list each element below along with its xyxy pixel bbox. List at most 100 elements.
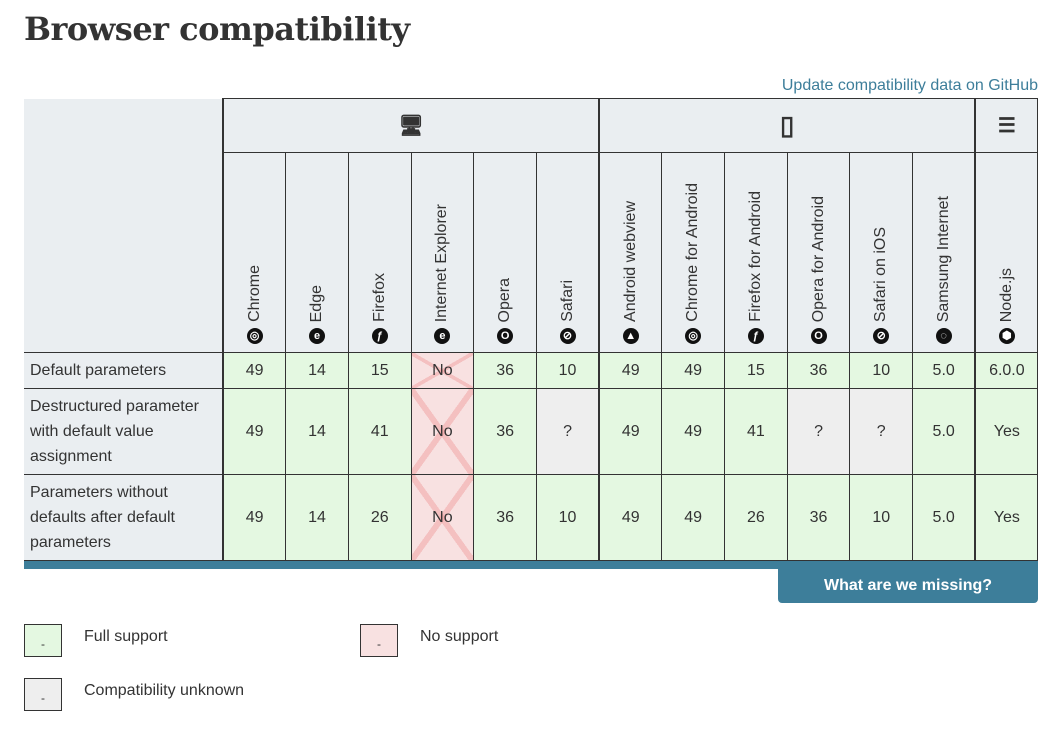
feature-name: Default parameters bbox=[24, 352, 224, 389]
support-cell[interactable]: 26 bbox=[724, 474, 788, 561]
browser-name: Edge bbox=[308, 284, 326, 322]
browser-header: ◎ Chrome for Android bbox=[661, 152, 726, 353]
browser-header: ▲ Android webview bbox=[598, 152, 663, 353]
support-cell[interactable]: 10 bbox=[535, 474, 600, 561]
support-cell[interactable]: 15 bbox=[347, 352, 412, 389]
table-row: Default parameters 49 14 15 No 36 10 49 49 15 36 10… bbox=[24, 352, 1039, 389]
browser-header-content: ◎ Chrome bbox=[225, 265, 285, 351]
server-icon: ☰ bbox=[997, 115, 1016, 137]
platform-header: 🖥 bbox=[221, 98, 600, 153]
browser-header-content: ◌ Samsung Internet bbox=[914, 196, 975, 352]
support-cell[interactable]: No bbox=[410, 352, 475, 389]
support-cell[interactable]: ? bbox=[535, 388, 600, 475]
browser-header-content: ⊘ Safari on iOS bbox=[851, 226, 912, 352]
browser-header-content: ◎ Chrome for Android bbox=[663, 183, 724, 351]
chrome-icon: ◎ bbox=[246, 328, 263, 344]
support-cell[interactable]: 14 bbox=[285, 388, 349, 475]
browser-name: Safari on iOS bbox=[872, 226, 890, 322]
support-cell[interactable]: Yes bbox=[974, 388, 1039, 475]
browser-name: Opera bbox=[496, 277, 514, 322]
samsung-icon: ◌ bbox=[935, 328, 952, 344]
browser-name: Safari bbox=[558, 280, 576, 322]
browser-name: Node.js bbox=[997, 267, 1015, 322]
support-cell[interactable]: 36 bbox=[786, 352, 851, 389]
support-cell[interactable]: 26 bbox=[347, 474, 412, 561]
support-cell[interactable]: 49 bbox=[598, 352, 663, 389]
ie-icon: e bbox=[434, 328, 451, 344]
github-link[interactable]: Update compatibility data on GitHub bbox=[781, 77, 1038, 94]
platform-header: ▯ bbox=[598, 98, 976, 153]
browser-name: Firefox bbox=[370, 273, 388, 322]
browser-header: ◌ Samsung Internet bbox=[912, 152, 976, 353]
support-cell[interactable]: 5.0 bbox=[912, 474, 976, 561]
platform-row: 🖥 ▯ ☰ bbox=[24, 98, 1039, 353]
corner-cell bbox=[24, 98, 224, 353]
support-cell[interactable]: 49 bbox=[661, 352, 726, 389]
browser-header: ⊘ Safari on iOS bbox=[849, 152, 914, 353]
support-cell[interactable]: 41 bbox=[724, 388, 788, 475]
support-cell[interactable]: 10 bbox=[535, 352, 600, 389]
legend-swatch-full: - bbox=[24, 624, 62, 657]
support-cell[interactable]: 49 bbox=[661, 474, 726, 561]
support-cell[interactable]: 49 bbox=[222, 352, 287, 389]
browser-header-content: e Internet Explorer bbox=[412, 203, 473, 352]
browser-header-content: ⊘ Safari bbox=[537, 280, 598, 351]
opera-icon: O bbox=[810, 328, 827, 344]
support-cell[interactable]: 36 bbox=[786, 474, 851, 561]
legend-label: No support bbox=[420, 628, 499, 645]
support-cell[interactable]: 49 bbox=[598, 388, 663, 475]
support-cell[interactable]: 49 bbox=[598, 474, 663, 561]
browser-header-content: ▲ Android webview bbox=[601, 201, 661, 351]
legend-swatch-none: - bbox=[360, 624, 398, 657]
support-cell[interactable]: 5.0 bbox=[912, 388, 976, 475]
browser-header: ƒ Firefox bbox=[347, 152, 412, 353]
browser-header: ⊘ Safari bbox=[535, 152, 600, 353]
firefox-icon: ƒ bbox=[747, 328, 764, 344]
browser-name: Android webview bbox=[621, 201, 639, 322]
support-cell[interactable]: ? bbox=[849, 388, 914, 475]
browser-name: Internet Explorer bbox=[433, 203, 451, 322]
support-cell[interactable]: ? bbox=[786, 388, 851, 475]
feature-name: Destructured parameter with default valu… bbox=[24, 388, 224, 475]
table-row: Parameters without defaults after defaul… bbox=[24, 474, 1039, 561]
support-cell[interactable]: 36 bbox=[473, 474, 537, 561]
browser-header: ◎ Chrome bbox=[222, 152, 287, 353]
browser-header: O Opera bbox=[473, 152, 537, 353]
browser-row: ◎ Chrome e Edge ƒ Firefox e Internet Explorer O O… bbox=[24, 152, 1039, 353]
legend-label: Compatibility unknown bbox=[84, 682, 245, 699]
android-icon: ▲ bbox=[622, 328, 639, 344]
support-cell[interactable]: 6.0.0 bbox=[974, 352, 1039, 389]
safari-icon: ⊘ bbox=[559, 328, 576, 344]
feature-name: Parameters without defaults after defaul… bbox=[24, 474, 224, 561]
support-cell[interactable]: No bbox=[410, 388, 475, 475]
support-cell[interactable]: 14 bbox=[285, 352, 349, 389]
what-are-we-missing-button[interactable]: What are we missing? bbox=[778, 569, 1038, 603]
support-cell[interactable]: 15 bbox=[724, 352, 788, 389]
support-cell[interactable]: No bbox=[410, 474, 475, 561]
support-cell[interactable]: 49 bbox=[222, 388, 287, 475]
mobile-icon: ▯ bbox=[780, 110, 795, 140]
support-cell[interactable]: 41 bbox=[347, 388, 412, 475]
browser-header: ⬢ Node.js bbox=[974, 152, 1039, 353]
platform-header: ☰ bbox=[974, 98, 1039, 153]
chrome-icon: ◎ bbox=[685, 328, 702, 344]
support-cell[interactable]: 14 bbox=[285, 474, 349, 561]
compat-section: 🖥 ▯ ☰ ◎ Chrome e Edge ƒ Firefox e Internet Explor… bbox=[24, 98, 1039, 711]
support-cell[interactable]: 36 bbox=[473, 352, 537, 389]
browser-header-content: O Opera bbox=[475, 277, 536, 352]
support-cell[interactable]: 49 bbox=[661, 388, 726, 475]
legend-row: - Compatibility unknown bbox=[24, 678, 1038, 711]
browser-header-content: O Opera for Android bbox=[788, 196, 849, 352]
legend-full-support: - Full support bbox=[24, 624, 360, 657]
support-cell[interactable]: 10 bbox=[849, 474, 914, 561]
browser-header-content: ƒ Firefox for Android bbox=[726, 191, 787, 351]
support-cell[interactable]: 36 bbox=[473, 388, 537, 475]
support-cell[interactable]: Yes bbox=[974, 474, 1039, 561]
support-cell[interactable]: 49 bbox=[222, 474, 287, 561]
desktop-icon: 🖥 bbox=[398, 115, 424, 137]
firefox-icon: ƒ bbox=[371, 328, 388, 344]
support-cell[interactable]: 10 bbox=[849, 352, 914, 389]
browser-header: e Edge bbox=[285, 152, 349, 353]
support-cell[interactable]: 5.0 bbox=[912, 352, 976, 389]
browser-name: Chrome for Android bbox=[684, 183, 702, 322]
